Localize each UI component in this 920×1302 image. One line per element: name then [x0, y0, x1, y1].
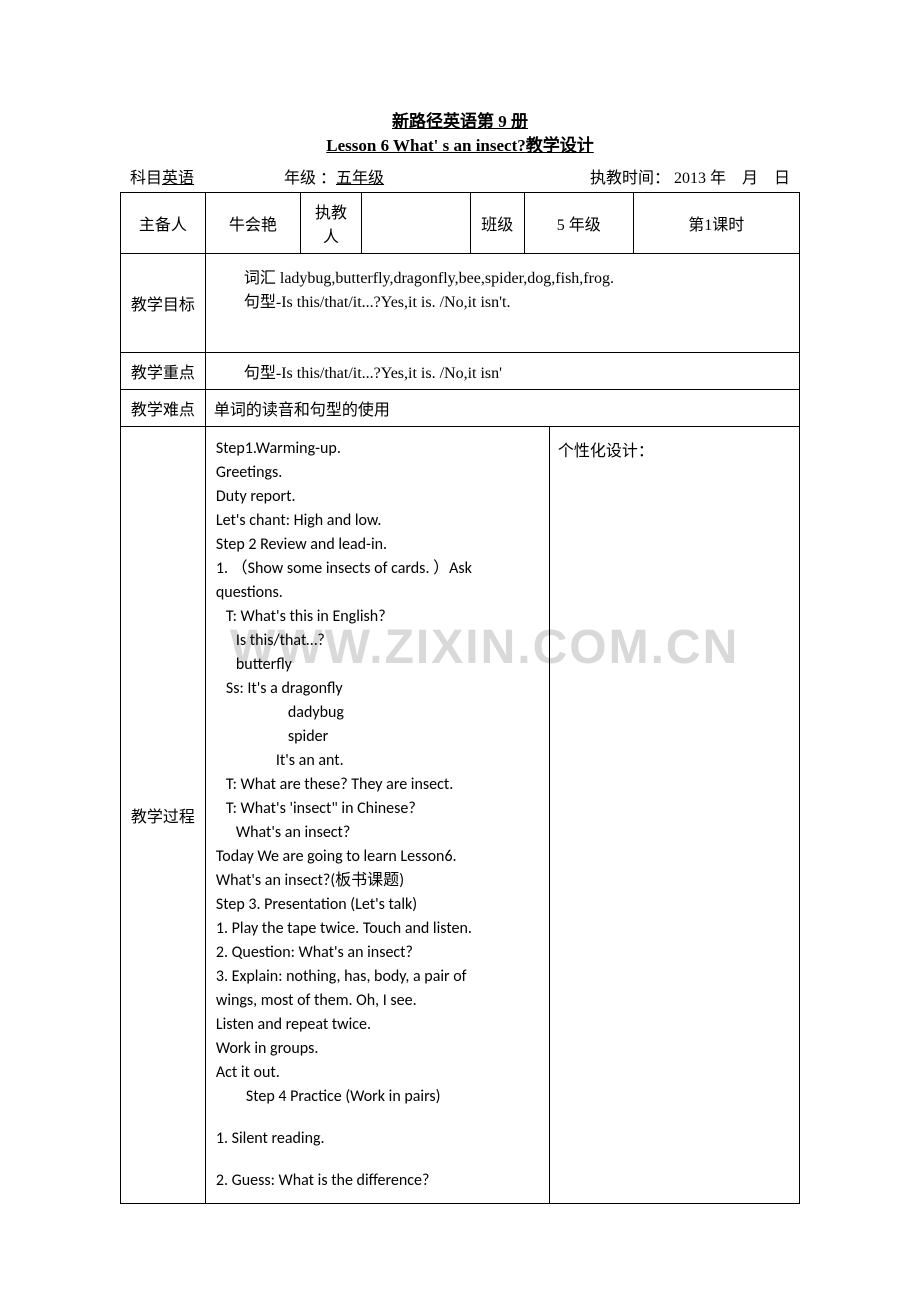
meta-grade-value: 五年级 — [336, 170, 384, 187]
cell-period: 第1课时 — [633, 192, 799, 253]
step-line: questions. — [216, 581, 539, 605]
title-line2-pre: Lesson 6 What' s an insect? — [326, 136, 525, 155]
table-row: 主备人 牛会艳 执教人 班级 5 年级 第1课时 — [121, 192, 800, 253]
step-line: Step 2 Review and lead-in. — [216, 533, 539, 557]
step-line: T: What's this in English? — [216, 605, 539, 629]
meta-grade-label: 年级 ： — [284, 170, 336, 187]
step-line: dadybug — [216, 701, 539, 725]
meta-row: 科目英语 年级 ：五年级 执教时间： 2013 年 月 日 — [120, 164, 800, 188]
step-line: Today We are going to learn Lesson6. — [216, 845, 539, 869]
focus-text: 句型-Is this/that/it...?Yes,it is. /No,it … — [214, 359, 791, 383]
notes-label: 个性化设计： — [558, 437, 791, 461]
step-line: It's an ant. — [216, 749, 539, 773]
meta-time-label: 执教时间： — [590, 170, 670, 187]
meta-subject-label: 科目 — [130, 170, 162, 187]
cell-teacher-label: 执教人 — [300, 192, 361, 253]
cell-objectives-label: 教学目标 — [121, 253, 206, 352]
meta-year: 2013 年 — [674, 170, 726, 187]
step-line: Act it out. — [216, 1061, 539, 1085]
cell-class-label: 班级 — [470, 192, 524, 253]
period-suf: 课时 — [712, 217, 744, 234]
step-line: T: What are these? They are insect. — [216, 773, 539, 797]
meta-subject-value: 英语 — [162, 170, 194, 187]
step-line: Work in groups. — [216, 1037, 539, 1061]
table-row: 教学重点 句型-Is this/that/it...?Yes,it is. /N… — [121, 352, 800, 389]
table-row: 教学过程 Step1.Warming-up. Greetings. Duty r… — [121, 426, 800, 1203]
process-notes: 个性化设计： — [550, 427, 799, 1203]
l18-suf: ) — [399, 871, 404, 890]
step-line: Ss: It's a dragonfly — [216, 677, 539, 701]
objective-l2: 句型-Is this/that/it...?Yes,it is. /No,it … — [214, 288, 791, 312]
cell-focus-label: 教学重点 — [121, 352, 206, 389]
step-line: Listen and repeat twice. — [216, 1013, 539, 1037]
title-line2: Lesson 6 What' s an insect?教学设计 — [120, 134, 800, 158]
cell-process: Step1.Warming-up. Greetings. Duty report… — [205, 426, 799, 1203]
process-steps: Step1.Warming-up. Greetings. Duty report… — [206, 427, 550, 1203]
period-pre: 第 — [688, 217, 704, 234]
difficulty-text: 单词的读音和句型的使用 — [214, 396, 791, 420]
step-line: 3. Explain: nothing, has, body, a pair o… — [216, 965, 539, 989]
cell-process-label: 教学过程 — [121, 426, 206, 1203]
step-line: Duty report. — [216, 485, 539, 509]
cell-hostby-label: 主备人 — [121, 192, 206, 253]
cell-difficulty: 单词的读音和句型的使用 — [205, 389, 799, 426]
title-block: 新路径英语第 9 册 Lesson 6 What' s an insect?教学… — [120, 110, 800, 158]
title-line1: 新路径英语第 9 册 — [120, 110, 800, 134]
lesson-plan-table: 主备人 牛会艳 执教人 班级 5 年级 第1课时 教学目标 词汇 ladybug… — [120, 192, 800, 1204]
step-line: 2. Question: What's an insect? — [216, 941, 539, 965]
step-line: Step 3. Presentation (Let's talk) — [216, 893, 539, 917]
step-line: spider — [216, 725, 539, 749]
step-line: butterfly — [216, 653, 539, 677]
step-line: Step 4 Practice (Work in pairs) — [216, 1085, 539, 1109]
title-line2-suf: 教学设计 — [526, 136, 594, 155]
cell-objectives: 词汇 ladybug,butterfly,dragonfly,bee,spide… — [205, 253, 799, 352]
objective-l1: 词汇 ladybug,butterfly,dragonfly,bee,spide… — [214, 264, 791, 288]
meta-day: 日 — [774, 170, 790, 187]
cell-class-value: 5 年级 — [524, 192, 633, 253]
step-line: What's an insect?(板书课题) — [216, 869, 539, 893]
step-line: What's an insect? — [216, 821, 539, 845]
step-line: 2. Guess: What is the difference? — [216, 1169, 539, 1193]
step-line: Step1.Warming-up. — [216, 437, 539, 461]
cell-hostby-value: 牛会艳 — [205, 192, 300, 253]
l18-pre: What's an insect?( — [216, 871, 335, 890]
l18-cn: 板书课题 — [335, 872, 399, 889]
step-line: 1. Play the tape twice. Touch and listen… — [216, 917, 539, 941]
cell-focus: 句型-Is this/that/it...?Yes,it is. /No,it … — [205, 352, 799, 389]
step-line: T: What's 'insect" in Chinese? — [216, 797, 539, 821]
step-line: Greetings. — [216, 461, 539, 485]
cell-difficulty-label: 教学难点 — [121, 389, 206, 426]
table-row: 教学目标 词汇 ladybug,butterfly,dragonfly,bee,… — [121, 253, 800, 352]
step-line: 1. Silent reading. — [216, 1127, 539, 1151]
step-line: 1. （Show some insects of cards. ）Ask — [216, 557, 539, 581]
cell-teacher-value — [362, 192, 471, 253]
step-line: Is this/that…? — [216, 629, 539, 653]
step-line: wings, most of them. Oh, I see. — [216, 989, 539, 1013]
step-line: Let's chant: High and low. — [216, 509, 539, 533]
meta-month: 月 — [742, 170, 758, 187]
table-row: 教学难点 单词的读音和句型的使用 — [121, 389, 800, 426]
